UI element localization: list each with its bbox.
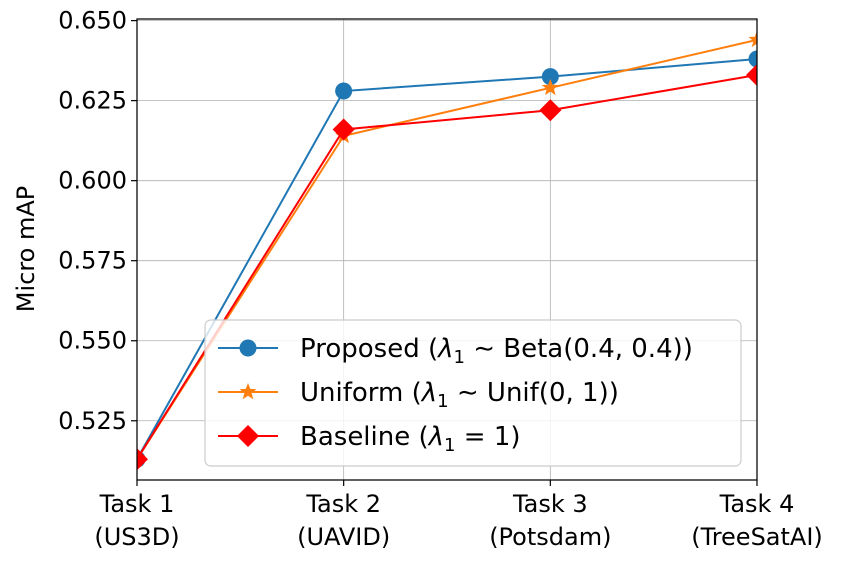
y-tick-label: 0.650 [58,7,127,35]
y-tick-label: 0.525 [58,407,127,435]
y-tick-label: 0.575 [58,247,127,275]
legend-entry: Baseline (λ1 = 1) [218,422,521,456]
data-point [335,82,353,100]
y-tick-label: 0.550 [58,327,127,355]
legend-label: Uniform (λ1 ∼ Unif(0, 1)) [300,378,619,412]
data-point [541,78,559,96]
series-line [137,58,757,460]
x-tick-label: Task 4 [719,490,795,518]
legend-marker [237,425,259,447]
legend-entry: Proposed (λ1 ∼ Beta(0.4, 0.4)) [218,334,693,368]
data-point [539,99,562,122]
data-point [748,30,757,48]
legend: Proposed (λ1 ∼ Beta(0.4, 0.4)) Uniform (λ… [204,319,742,467]
legend-marker [239,383,257,400]
y-axis-label: Micro mAP [12,186,40,313]
legend-label: Baseline (λ1 = 1) [300,422,521,456]
y-axis: 0.525 0.550 0.575 0.600 0.625 0.650 [58,7,137,435]
series-diamond [137,64,757,471]
data-point [137,448,148,471]
data-point [332,118,355,141]
series-line [137,38,757,460]
legend-box [204,319,742,467]
x-tick-label: Task 1 [99,490,175,518]
series-group [137,30,757,471]
x-tick-label: (TreeSatAI) [691,523,823,551]
data-point [541,68,559,86]
y-tick-label: 0.600 [58,167,127,195]
data-point [746,64,757,87]
legend-marker [239,339,257,357]
y-tick-label: 0.625 [58,87,127,115]
plot-frame [136,18,758,481]
x-tick-label: (US3D) [94,523,179,551]
x-tick-label: Task 2 [305,490,381,518]
x-tick-label: (UAVID) [297,523,390,551]
legend-entry: Uniform (λ1 ∼ Unif(0, 1)) [218,378,619,412]
legend-label: Proposed (λ1 ∼ Beta(0.4, 0.4)) [300,334,693,368]
data-point [748,50,757,68]
x-tick-label: (Potsdam) [489,523,611,551]
x-tick-label: Task 3 [512,490,588,518]
series-line [137,74,757,460]
x-axis: Task 1 (US3D) Task 2 (UAVID) Task 3 (Potsdam)… [94,480,823,551]
